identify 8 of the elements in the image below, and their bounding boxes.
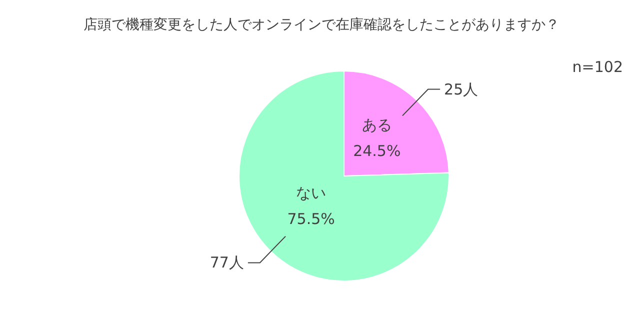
text: 24.5% (353, 142, 401, 160)
chart-title: 店頭で機種変更をした人でオンラインで在庫確認をしたことがありますか？ (82, 16, 560, 34)
text: 75.5% (287, 210, 335, 228)
text: n=102 (572, 58, 623, 76)
slice-label: ある (362, 116, 392, 134)
data-label: 25人 (444, 80, 478, 98)
slice-label: ない (296, 184, 326, 202)
data-label: 77人 (210, 254, 244, 272)
